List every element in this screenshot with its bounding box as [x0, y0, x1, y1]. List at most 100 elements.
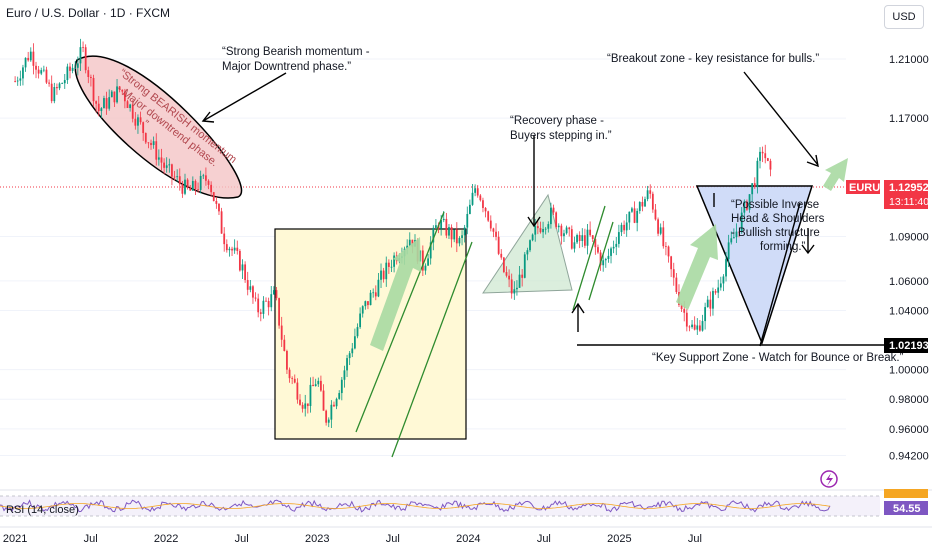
candle-body [534, 226, 537, 235]
candle-body [468, 204, 471, 214]
candle-body [714, 291, 717, 293]
candle-body [50, 83, 53, 102]
candle-body [356, 327, 359, 337]
candle-body [296, 382, 299, 400]
ellipse-text-3: ” [140, 118, 151, 130]
candle-body [693, 324, 696, 330]
candle-body [761, 151, 764, 154]
candle-body [712, 291, 714, 309]
candle-body [238, 250, 241, 271]
candle-body [565, 227, 568, 234]
candle-body [71, 67, 74, 71]
candle-body [369, 292, 372, 306]
candle-body [644, 199, 646, 207]
candle-body [14, 81, 17, 82]
annotation-breakout: “Breakout zone - key resistance for bull… [607, 53, 819, 65]
candle-body [90, 77, 92, 78]
candle-body [586, 229, 589, 246]
candle-body [583, 235, 586, 246]
candle-body [58, 83, 61, 89]
candle-body [353, 336, 356, 349]
candle-body [152, 141, 155, 146]
candle-body [272, 290, 275, 295]
candle-body [142, 122, 145, 134]
candle-body [84, 47, 87, 71]
candle-body [340, 379, 343, 394]
candle-body [445, 218, 448, 236]
candle-body [301, 404, 304, 409]
candle-body [231, 248, 233, 251]
candle-body [654, 209, 657, 220]
up-arrow-1 [370, 237, 421, 351]
candle-body [555, 212, 558, 228]
candle-body [137, 117, 139, 126]
candle-body [191, 180, 194, 191]
candle-body [103, 98, 105, 109]
time-tick-label: 2021 [3, 533, 27, 545]
candle-body [95, 101, 98, 104]
candle-body [544, 228, 547, 230]
candle-body [100, 108, 103, 112]
candle-body [108, 97, 111, 109]
price-tag: EURUSD 1.12952 13:11:40 [846, 180, 929, 209]
candle-body [505, 272, 508, 276]
candle-body [672, 269, 675, 278]
candle-body [283, 339, 286, 351]
candle-body [500, 253, 503, 258]
accumulation-box [274, 228, 467, 440]
candle-body [42, 69, 45, 71]
candle-body [223, 233, 226, 245]
candle-body [236, 247, 239, 251]
candle-body [377, 279, 380, 297]
ihs-line-4: forming.” [760, 241, 806, 253]
candle-body [244, 264, 247, 281]
up-arrow-2 [676, 224, 718, 310]
candle-body [610, 248, 612, 256]
price-tick-label: 0.98000 [889, 394, 929, 406]
candle-body [147, 142, 150, 144]
symbol-tag [846, 180, 880, 194]
currency-button[interactable]: USD [884, 5, 924, 29]
candle-body [197, 189, 199, 190]
candle-body [314, 384, 317, 387]
price-tick-label: 1.00000 [889, 365, 929, 377]
candle-body [325, 410, 328, 423]
price-tick-label: 1.17000 [889, 113, 929, 125]
candle-body [176, 176, 179, 178]
price-tick-label: 0.94200 [889, 450, 929, 462]
candle-body [518, 274, 521, 288]
candle-body [732, 237, 735, 239]
time-tick-label: Jul [235, 533, 249, 545]
candle-body [207, 180, 210, 185]
candle-body [573, 242, 576, 249]
candle-body [16, 80, 19, 82]
candle-body [343, 370, 346, 380]
candle-body [649, 190, 652, 194]
candle-body [105, 98, 108, 109]
candle-body [474, 188, 477, 193]
candle-body [278, 298, 280, 326]
candle-body [487, 211, 490, 221]
callout-arrows [201, 71, 819, 347]
candle-body [659, 227, 662, 234]
candle-body [312, 384, 314, 387]
candle-body [576, 234, 578, 243]
support-tag-box [884, 338, 928, 353]
candle-body [48, 82, 50, 84]
candle-body [458, 237, 461, 244]
candle-body [385, 262, 388, 280]
candle-body [66, 66, 69, 81]
candle-body [466, 213, 469, 228]
candle-body [205, 175, 207, 181]
candle-body [372, 292, 375, 294]
bearish-line-2: Major Downtrend phase.” [222, 61, 351, 73]
candle-body [309, 384, 312, 406]
green-arrows [370, 158, 848, 351]
candle-body [178, 176, 181, 185]
candle-body [280, 325, 283, 340]
candle-body [118, 86, 121, 90]
candle-body [550, 207, 552, 225]
candle-body [604, 258, 607, 261]
candle-body [348, 353, 351, 359]
